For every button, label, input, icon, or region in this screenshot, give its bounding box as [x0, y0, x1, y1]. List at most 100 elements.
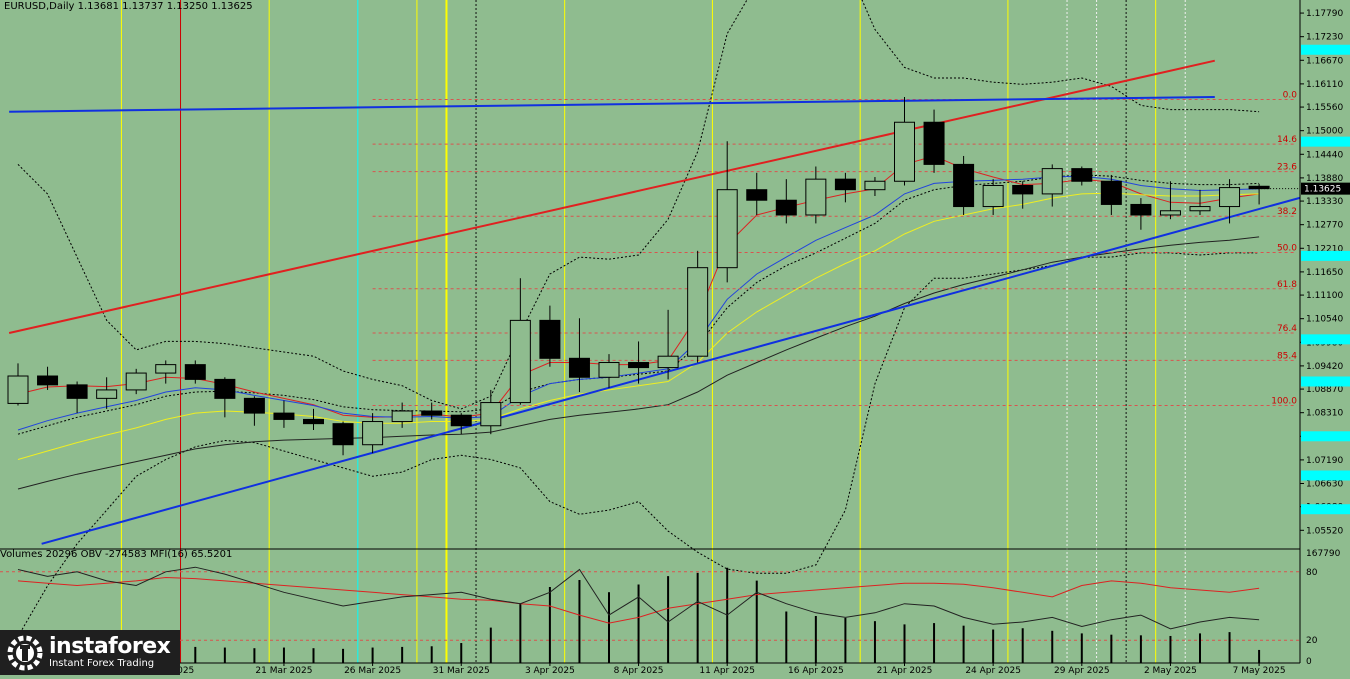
- price-tag: [1301, 250, 1350, 261]
- symbol-label: EURUSD,Daily: [4, 1, 75, 12]
- fib-level-label: 38.2: [1277, 207, 1297, 217]
- fib-level-label: 23.6: [1277, 163, 1297, 173]
- price-tag: [1301, 136, 1350, 147]
- price-tick-label: 1.07190: [1306, 456, 1343, 466]
- volume-tick-label: 167790: [1306, 549, 1341, 559]
- price-tag: [1301, 376, 1350, 387]
- bear-candle: [37, 375, 59, 386]
- instaforex-logo[interactable]: instaforex Instant Forex Trading: [0, 630, 180, 675]
- time-tick-label: 24 Apr 2025: [965, 666, 1021, 675]
- bull-candle: [1159, 210, 1181, 216]
- time-tick-label: 21 Mar 2025: [255, 666, 312, 675]
- bull-candle: [864, 180, 886, 191]
- price-tick-label: 1.11650: [1306, 268, 1343, 278]
- bear-candle: [184, 364, 206, 380]
- logo-brand: instaforex: [49, 634, 171, 659]
- time-tick-label: 31 Mar 2025: [433, 666, 490, 675]
- bear-candle: [243, 397, 265, 414]
- bull-candle: [805, 178, 827, 216]
- mfi-line: [17, 576, 1260, 624]
- time-tick-label: 2 May 2025: [1144, 666, 1197, 675]
- logo-gear-icon: [7, 635, 43, 670]
- ma-black: [17, 236, 1260, 490]
- time-tick-label: 21 Apr 2025: [877, 666, 933, 675]
- price-tick-label: 1.11100: [1306, 291, 1343, 301]
- bull-candle: [894, 121, 915, 182]
- bear-candle: [66, 384, 88, 399]
- current-price-tag: [1301, 182, 1350, 195]
- price-tick-label: 1.09420: [1306, 362, 1343, 372]
- price-axis: 1.17790 1.17230 1.16670 1.16110 1.15560 1.150…: [1299, 0, 1350, 675]
- logo-tagline: Instant Forex Trading: [49, 658, 155, 669]
- trend-lines: [8, 59, 1304, 545]
- time-tick-label: 16 Apr 2025: [788, 666, 844, 675]
- price-tick-label: 1.16110: [1306, 80, 1343, 90]
- bear-candle: [273, 412, 295, 420]
- bear-candle: [1130, 203, 1152, 216]
- price-tick-label: 1.15000: [1306, 127, 1343, 137]
- fib-level-label: 100.0: [1271, 397, 1297, 407]
- bear-candle: [628, 362, 650, 369]
- volume-tick-label: 20: [1306, 636, 1318, 646]
- price-tick-label: 1.10540: [1306, 315, 1343, 325]
- bull-candle: [362, 421, 384, 446]
- price-tick-label: 1.13880: [1306, 174, 1343, 184]
- time-tick-label: 11 Apr 2025: [699, 666, 755, 675]
- time-tick-label: 29 Apr 2025: [1054, 666, 1110, 675]
- vertical-lines: [120, 0, 1186, 663]
- bear-candle: [539, 319, 561, 359]
- price-tag: [1301, 334, 1350, 345]
- price-tick-label: 1.13330: [1306, 197, 1343, 207]
- price-tick-label: 1.08310: [1306, 409, 1343, 419]
- channel-lower: [41, 195, 1304, 545]
- fib-level-label: 14.6: [1277, 135, 1297, 145]
- bull-candle: [1189, 206, 1211, 212]
- price-tick-label: 1.16670: [1306, 56, 1343, 66]
- price-tick-label: 1.08870: [1306, 385, 1343, 395]
- price-tag: [1301, 470, 1350, 481]
- price-tag: [1301, 504, 1350, 515]
- price-tick-label: 1.17230: [1306, 33, 1343, 43]
- bull-candle: [125, 372, 147, 391]
- time-tick-label: 7 May 2025: [1233, 666, 1286, 675]
- price-tick-label: 1.14440: [1306, 150, 1343, 160]
- bear-candle: [953, 163, 975, 208]
- fib-level-label: 85.4: [1277, 351, 1297, 361]
- bollinger-upper: [17, 0, 1260, 410]
- bear-candle: [214, 378, 236, 399]
- bollinger-lower: [17, 252, 1260, 637]
- obv-line: [17, 566, 1260, 630]
- time-tick-label: 8 Apr 2025: [614, 666, 664, 675]
- bear-candle: [421, 410, 443, 416]
- bear-candle: [568, 357, 590, 378]
- bull-candle: [1219, 187, 1241, 208]
- bull-candle: [509, 319, 531, 404]
- price-tick-label: 1.05520: [1306, 526, 1343, 536]
- bear-candle: [834, 178, 856, 191]
- price-tick-label: 1.12770: [1306, 221, 1343, 231]
- time-tick-label: 3 Apr 2025: [525, 666, 575, 675]
- bull-candle: [480, 402, 502, 427]
- candles: [7, 96, 1300, 456]
- ohlc-values: 1.13681 1.13737 1.13250 1.13625: [77, 1, 253, 12]
- volume-tick-label: 0: [1306, 657, 1312, 667]
- bear-candle: [450, 414, 472, 427]
- channel-upper: [8, 59, 1215, 334]
- bull-candle: [96, 389, 118, 399]
- bull-candle: [982, 184, 1004, 208]
- bull-candle: [598, 362, 620, 378]
- volume-indicator-header: Volumes 20296 OBV -274583 MFI(16) 65.520…: [0, 549, 233, 560]
- current-price-label: 1.13625: [1304, 185, 1341, 195]
- fibonacci-levels: 0.0 14.6 23.6 38.2 50.0 61.8 76.4 85.4 100.0: [372, 90, 1298, 407]
- price-tag: [1301, 431, 1350, 442]
- volume-panel: [0, 548, 1300, 663]
- chart-header: EURUSD,Daily 1.13681 1.13737 1.13250 1.1…: [4, 1, 253, 12]
- fib-level-label: 61.8: [1277, 280, 1297, 290]
- fib-level-label: 0.0: [1283, 90, 1298, 100]
- price-tick-label: 1.12210: [1306, 244, 1343, 254]
- bear-candle: [746, 189, 768, 201]
- price-tick-label: 1.06630: [1306, 480, 1343, 490]
